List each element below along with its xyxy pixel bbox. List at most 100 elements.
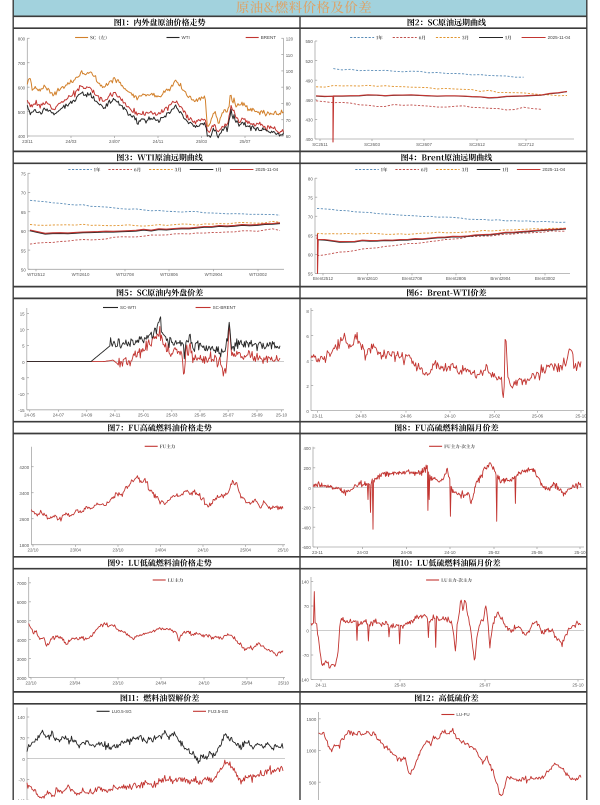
svg-text:70: 70	[286, 118, 291, 123]
svg-text:500: 500	[18, 110, 26, 115]
svg-text:WTI2610: WTI2610	[72, 272, 90, 277]
svg-text:24-11: 24-11	[316, 682, 327, 687]
svg-text:140: 140	[301, 580, 309, 585]
svg-text:24-11: 24-11	[109, 413, 120, 418]
svg-text:24-09: 24-09	[81, 413, 93, 418]
svg-text:5: 5	[22, 344, 25, 349]
svg-text:SC-BRENT: SC-BRENT	[213, 305, 236, 310]
svg-text:24-05: 24-05	[24, 413, 36, 418]
svg-text:600: 600	[18, 85, 26, 90]
svg-text:140: 140	[17, 715, 25, 720]
svg-text:24-06: 24-06	[401, 550, 413, 555]
svg-text:Brent2806: Brent2806	[446, 276, 467, 281]
svg-text:65: 65	[308, 234, 313, 239]
svg-text:2025-11-04: 2025-11-04	[255, 167, 278, 172]
svg-text:400: 400	[18, 134, 26, 139]
svg-text:-10: -10	[18, 392, 25, 397]
svg-text:-70: -70	[302, 653, 309, 658]
svg-text:WTI2512: WTI2512	[27, 272, 45, 277]
svg-text:50: 50	[21, 268, 26, 273]
svg-text:Brent2610: Brent2610	[357, 276, 378, 281]
svg-text:22/10: 22/10	[28, 548, 40, 553]
svg-text:10: 10	[20, 328, 25, 333]
svg-text:430: 430	[305, 118, 313, 123]
svg-text:70: 70	[20, 736, 25, 741]
svg-text:24-03: 24-03	[357, 550, 369, 555]
svg-text:-5: -5	[21, 376, 25, 381]
svg-text:24-07: 24-07	[53, 413, 65, 418]
svg-text:24/04: 24/04	[156, 680, 168, 685]
svg-text:0: 0	[308, 486, 311, 491]
svg-text:24/10: 24/10	[198, 548, 210, 553]
svg-text:4000: 4000	[17, 638, 27, 643]
svg-text:1800: 1800	[19, 543, 29, 548]
svg-text:1000: 1000	[307, 749, 317, 754]
svg-text:0: 0	[22, 757, 25, 762]
svg-text:200: 200	[303, 466, 311, 471]
svg-text:400: 400	[305, 137, 313, 142]
svg-text:2000: 2000	[17, 676, 27, 681]
svg-text:24/03: 24/03	[66, 139, 78, 144]
svg-text:25-10: 25-10	[572, 682, 584, 687]
svg-text:6000: 6000	[17, 600, 27, 605]
svg-text:75: 75	[21, 172, 26, 177]
svg-text:22/10: 22/10	[26, 680, 38, 685]
svg-text:SC2607: SC2607	[416, 142, 432, 147]
svg-text:23-11: 23-11	[312, 413, 323, 418]
svg-text:400: 400	[303, 446, 311, 451]
svg-text:Brent2904: Brent2904	[490, 276, 511, 281]
svg-text:0: 0	[22, 360, 25, 365]
svg-text:SC-WTI: SC-WTI	[120, 305, 136, 310]
svg-text:25/04: 25/04	[240, 548, 252, 553]
svg-text:25/10: 25/10	[278, 548, 290, 553]
svg-text:2025-11-04: 2025-11-04	[542, 167, 565, 172]
svg-text:25/07: 25/07	[240, 139, 252, 144]
svg-text:24/04: 24/04	[155, 548, 167, 553]
svg-text:25/04: 25/04	[242, 680, 254, 685]
svg-text:520: 520	[305, 59, 313, 64]
svg-text:WTI2708: WTI2708	[116, 272, 134, 277]
svg-text:60: 60	[21, 229, 26, 234]
svg-text:7000: 7000	[17, 581, 27, 586]
svg-text:490: 490	[305, 78, 313, 83]
svg-text:FU3.5-SG: FU3.5-SG	[208, 709, 229, 714]
svg-text:23/11: 23/11	[22, 139, 33, 144]
svg-text:65: 65	[21, 210, 26, 215]
svg-text:24/07: 24/07	[109, 139, 121, 144]
svg-text:SC2603: SC2603	[364, 142, 380, 147]
svg-text:55: 55	[308, 272, 313, 277]
svg-text:24-06: 24-06	[400, 413, 412, 418]
svg-text:70: 70	[304, 604, 309, 609]
svg-text:Brent2512: Brent2512	[313, 276, 334, 281]
svg-text:WTI2806: WTI2806	[160, 272, 178, 277]
svg-text:Brent3002: Brent3002	[535, 276, 556, 281]
svg-text:23/04: 23/04	[70, 548, 82, 553]
svg-text:70: 70	[21, 191, 26, 196]
svg-text:15: 15	[20, 312, 25, 317]
svg-text:500: 500	[309, 781, 317, 786]
svg-text:WTI2904: WTI2904	[205, 272, 223, 277]
svg-text:-140: -140	[300, 678, 309, 683]
svg-text:60: 60	[308, 253, 313, 258]
svg-text:25-03: 25-03	[166, 413, 178, 418]
svg-text:80: 80	[286, 102, 291, 107]
svg-text:100: 100	[286, 69, 294, 74]
svg-text:2: 2	[306, 384, 309, 389]
svg-text:4: 4	[306, 359, 309, 364]
svg-text:23/10: 23/10	[113, 680, 125, 685]
svg-text:-600: -600	[302, 545, 311, 550]
svg-text:-200: -200	[302, 506, 311, 511]
svg-text:-70: -70	[18, 778, 25, 783]
svg-text:70: 70	[308, 215, 313, 220]
svg-text:80: 80	[308, 176, 313, 181]
svg-text:23/10: 23/10	[113, 548, 125, 553]
svg-text:460: 460	[305, 98, 313, 103]
svg-text:LU0.5-SG: LU0.5-SG	[112, 709, 133, 714]
svg-text:0: 0	[306, 629, 309, 634]
svg-text:25-09: 25-09	[251, 413, 263, 418]
svg-text:6: 6	[306, 334, 309, 339]
svg-text:25-03: 25-03	[394, 682, 406, 687]
svg-text:SC2511: SC2511	[312, 142, 328, 147]
svg-text:25-07: 25-07	[479, 682, 491, 687]
svg-text:24-10: 24-10	[444, 550, 456, 555]
